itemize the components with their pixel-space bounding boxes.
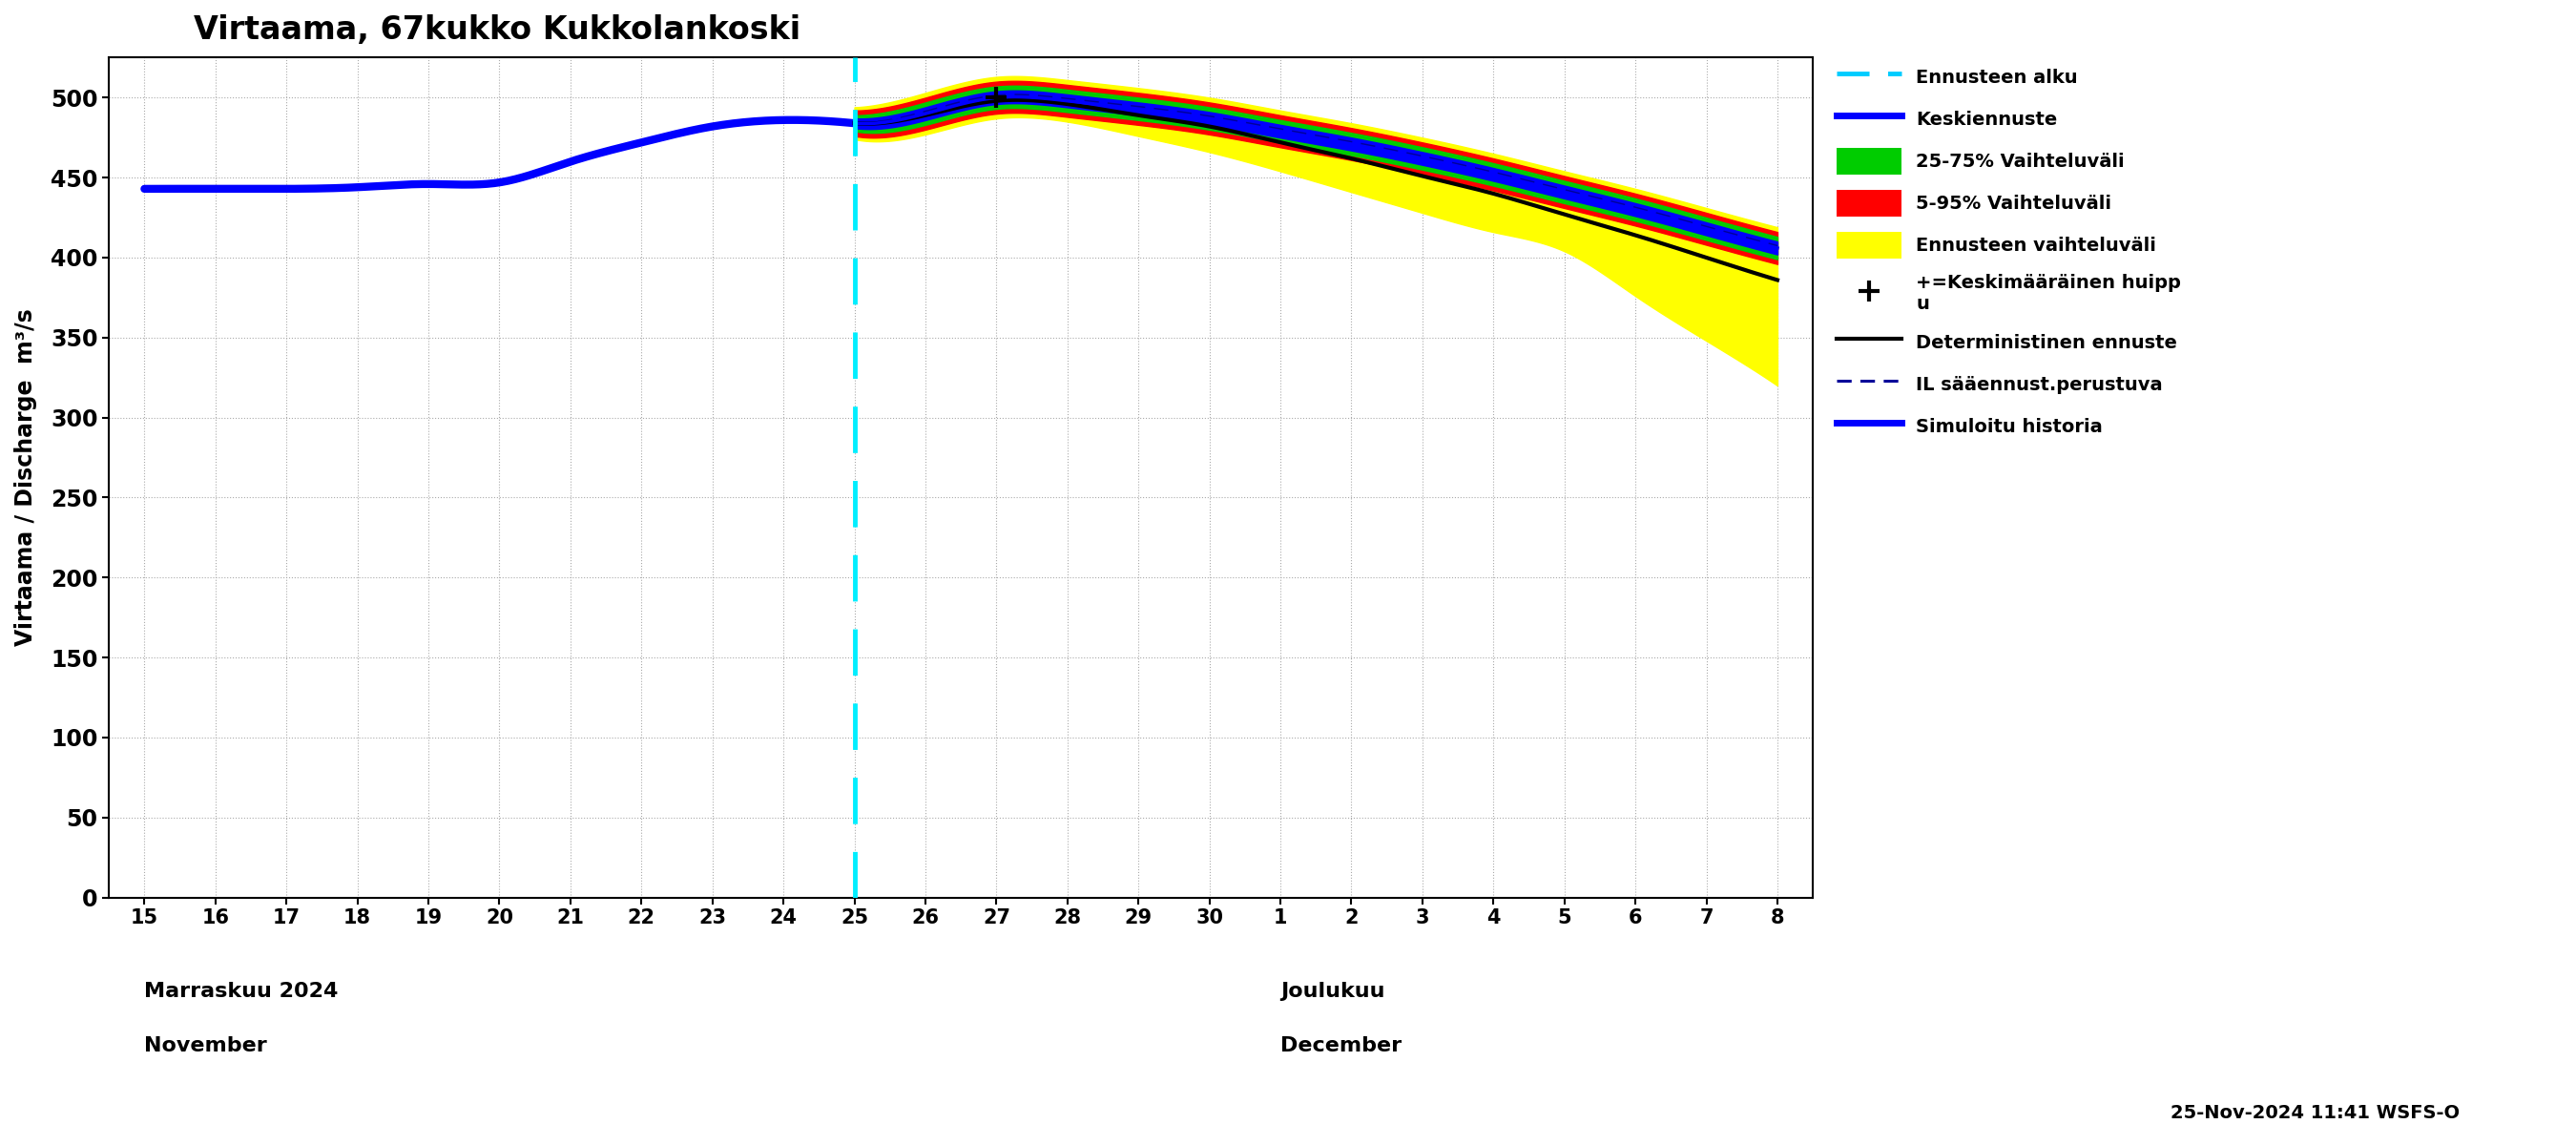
- Text: 25-Nov-2024 11:41 WSFS-O: 25-Nov-2024 11:41 WSFS-O: [2172, 1104, 2460, 1122]
- Y-axis label: Virtaama / Discharge  m³/s: Virtaama / Discharge m³/s: [15, 309, 36, 646]
- Text: Marraskuu 2024: Marraskuu 2024: [144, 981, 337, 1001]
- Legend: Ennusteen alku, Keskiennuste, 25-75% Vaihteluväli, 5-95% Vaihteluväli, Ennusteen: Ennusteen alku, Keskiennuste, 25-75% Vai…: [1832, 58, 2187, 445]
- Text: Joulukuu: Joulukuu: [1280, 981, 1386, 1001]
- Text: November: November: [144, 1036, 268, 1055]
- Text: Virtaama, 67kukko Kukkolankoski: Virtaama, 67kukko Kukkolankoski: [193, 14, 801, 46]
- Text: December: December: [1280, 1036, 1401, 1055]
